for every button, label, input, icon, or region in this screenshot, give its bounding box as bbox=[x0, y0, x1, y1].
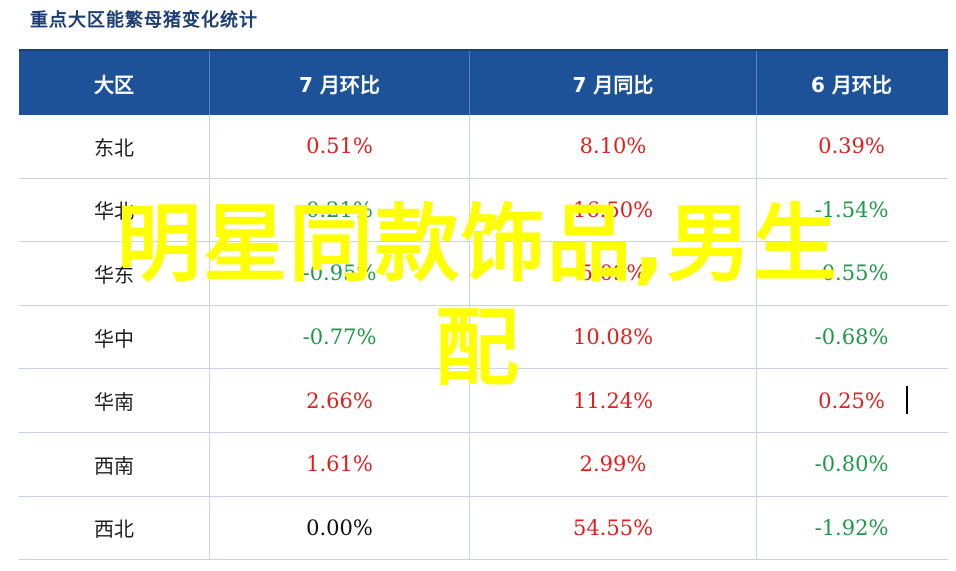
region-cell: 东北 bbox=[94, 135, 134, 160]
jul-mom-cell: 0.51% bbox=[209, 115, 469, 178]
jul-mom-cell: 1.61% bbox=[209, 432, 469, 496]
jul-yoy-cell: 16.50% bbox=[469, 178, 756, 242]
table-row: 华南 2.66% 11.24% 0.25% bbox=[19, 369, 948, 433]
stats-table: 大区 7 月环比 7 月同比 6 月环比 东北 0.51% 8.10% 0.39% 华北… bbox=[19, 49, 948, 564]
table-row: 华北 0.21% 16.50% -1.54% bbox=[19, 178, 948, 243]
jul-mom-cell: 0.00% bbox=[209, 496, 469, 560]
jul-yoy-cell: 54.55% bbox=[469, 496, 756, 560]
region-cell: 西南 bbox=[94, 453, 134, 478]
region-cell: 华南 bbox=[94, 390, 134, 415]
jul-yoy-cell: 11.24% bbox=[469, 369, 756, 432]
table-row: 华中 -0.77% 10.08% -0.68% bbox=[19, 305, 948, 370]
jul-mom-cell: 0.21% bbox=[209, 178, 469, 242]
jun-mom-cell: 0.39% bbox=[756, 115, 946, 178]
jul-yoy-cell: 10.08% bbox=[469, 305, 756, 369]
region-cell: 华东 bbox=[94, 262, 134, 287]
table-row: 华东 -0.95% 5.09% -0.55% bbox=[19, 242, 948, 306]
region-cell: 华中 bbox=[94, 326, 134, 351]
jul-yoy-cell: 2.99% bbox=[469, 432, 756, 496]
header-jun-mom: 6 月环比 bbox=[756, 51, 946, 115]
text-cursor bbox=[906, 386, 908, 414]
table-row: 西北 0.00% 54.55% -1.92% bbox=[19, 496, 948, 561]
table-header: 大区 7 月环比 7 月同比 6 月环比 bbox=[19, 51, 948, 115]
jun-mom-cell: -0.80% bbox=[756, 432, 946, 496]
jun-mom-cell: -0.55% bbox=[756, 242, 946, 305]
jun-mom-cell: 0.25% bbox=[756, 369, 946, 432]
jun-mom-cell: -0.68% bbox=[756, 305, 946, 369]
table-row: 东北 0.51% 8.10% 0.39% bbox=[19, 115, 948, 179]
jul-mom-cell: -0.95% bbox=[209, 242, 469, 305]
table-row: 西南 1.61% 2.99% -0.80% bbox=[19, 432, 948, 497]
header-jul-yoy: 7 月同比 bbox=[469, 51, 756, 115]
jul-yoy-cell: 5.09% bbox=[469, 242, 756, 305]
jul-mom-cell: -0.77% bbox=[209, 305, 469, 369]
jul-yoy-cell: 8.10% bbox=[469, 115, 756, 178]
region-cell: 西北 bbox=[94, 517, 134, 542]
header-jul-mom: 7 月环比 bbox=[209, 51, 469, 115]
jun-mom-cell: -1.54% bbox=[756, 178, 946, 242]
jun-mom-cell: -1.92% bbox=[756, 496, 946, 560]
page-title: 重点大区能繁母猪变化统计 bbox=[30, 10, 258, 31]
region-cell: 华北 bbox=[94, 199, 134, 224]
header-region: 大区 bbox=[94, 72, 134, 97]
jul-mom-cell: 2.66% bbox=[209, 369, 469, 432]
